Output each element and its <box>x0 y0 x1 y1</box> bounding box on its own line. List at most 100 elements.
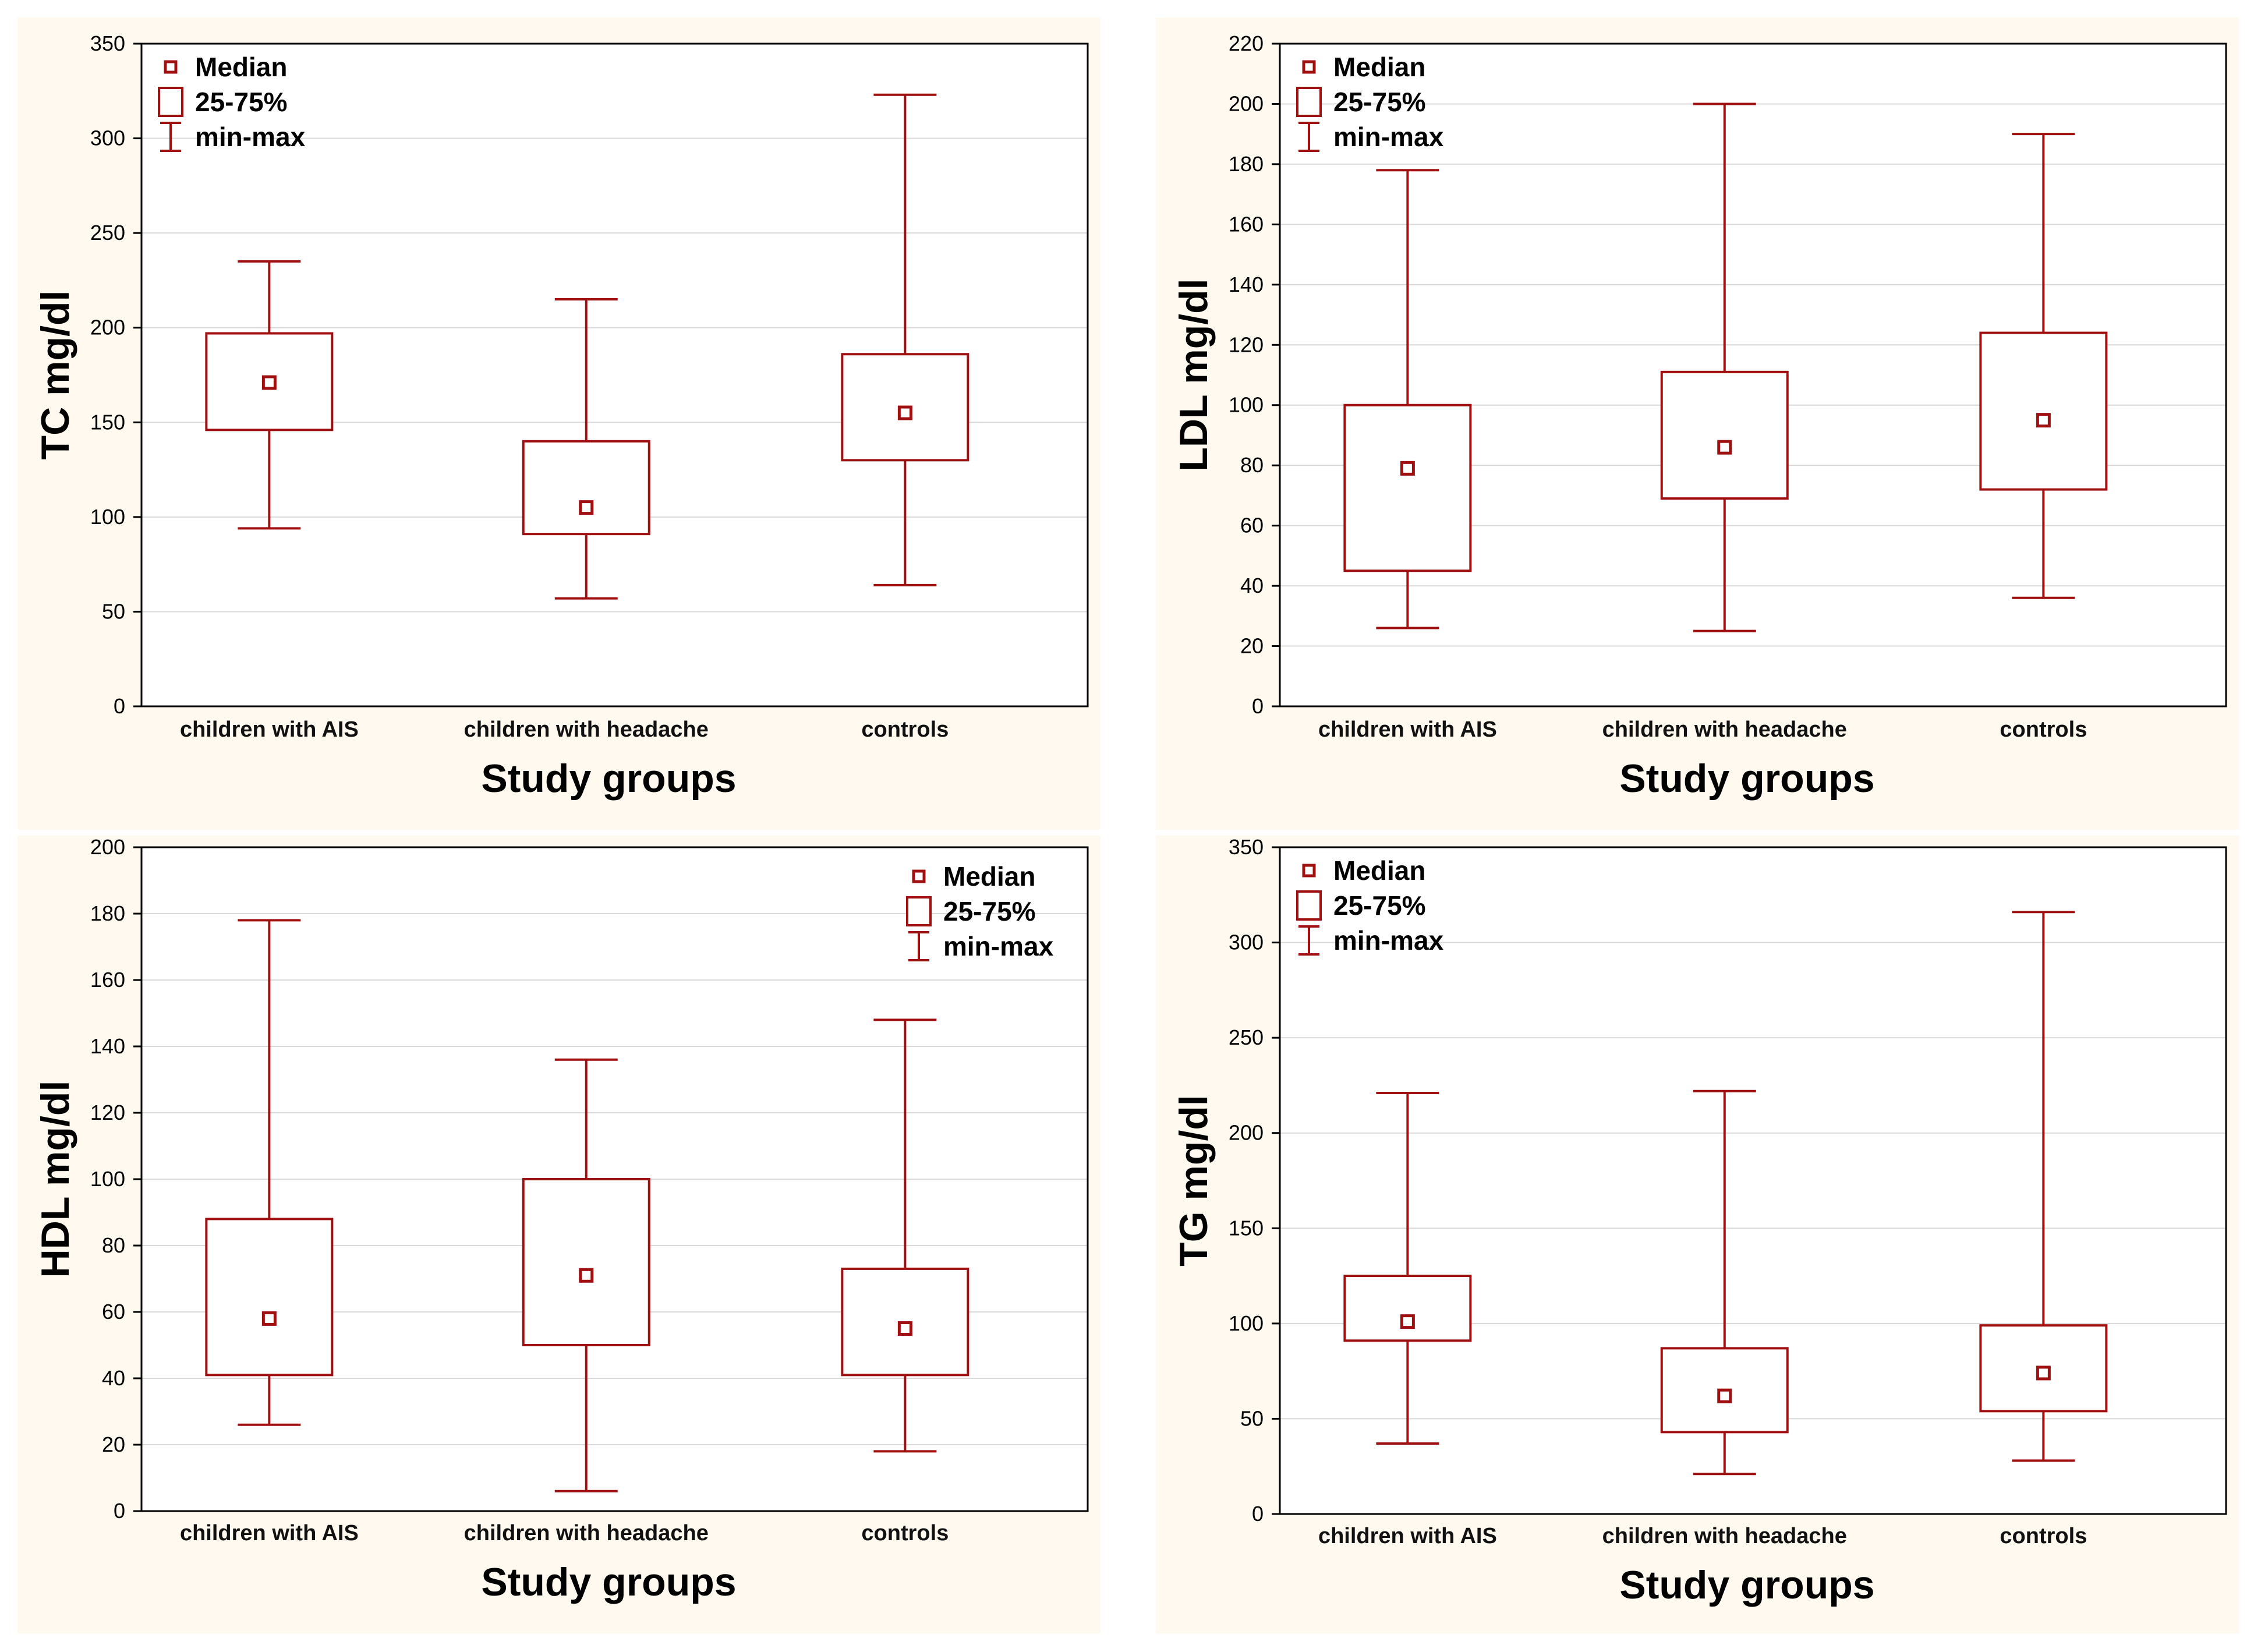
median-marker <box>1717 440 1732 455</box>
y-tick-label: 150 <box>1229 1216 1264 1240</box>
median-marker <box>897 405 912 420</box>
y-tick-label: 200 <box>90 835 125 859</box>
legend-range-label: min-max <box>943 931 1054 961</box>
legend-range-label: min-max <box>195 122 306 152</box>
y-tick-label: 140 <box>1229 273 1264 296</box>
x-category-label: children with AIS <box>1318 717 1497 742</box>
median-marker <box>897 1321 912 1336</box>
y-tick-label: 350 <box>90 31 125 55</box>
median-marker <box>1717 1388 1732 1403</box>
y-tick-label: 150 <box>90 410 125 434</box>
iqr-box <box>1660 370 1789 500</box>
iqr-box <box>1979 331 2108 491</box>
median-marker <box>579 1268 594 1283</box>
median-marker <box>1400 461 1415 476</box>
median-marker <box>2036 1366 2051 1381</box>
legend: Median 25-75% min-max <box>1296 52 1444 152</box>
legend-median-label: Median <box>1333 855 1425 886</box>
y-axis-title: TC mg/dl <box>33 291 77 460</box>
box-group <box>522 298 650 600</box>
box-group <box>205 260 334 530</box>
y-tick-label: 140 <box>90 1034 125 1058</box>
y-tick-label: 300 <box>90 126 125 150</box>
legend-median-label: Median <box>195 52 287 82</box>
box-group <box>1660 102 1789 632</box>
y-tick-label: 120 <box>90 1101 125 1124</box>
x-category-label: controls <box>2000 717 2087 742</box>
x-axis-title: Study groups <box>1619 1563 1874 1607</box>
x-category-label: children with headache <box>1602 1524 1847 1548</box>
y-tick-label: 160 <box>90 968 125 992</box>
median-marker <box>2036 413 2051 428</box>
y-tick-label: 60 <box>102 1300 125 1324</box>
box-group <box>205 919 334 1426</box>
y-tick-label: 350 <box>1229 835 1264 859</box>
y-tick-label: 80 <box>1240 453 1264 477</box>
y-tick-label: 250 <box>90 221 125 245</box>
legend-quartiles-label: 25-75% <box>943 896 1036 926</box>
legend-box-symbol <box>906 896 932 926</box>
legend-median-symbol <box>1302 864 1316 878</box>
legend: Median 25-75% min-max <box>1296 855 1444 956</box>
plot-frame <box>1279 43 2227 708</box>
x-category-label: children with headache <box>464 717 709 742</box>
x-category-label: controls <box>2000 1524 2087 1548</box>
y-tick-label: 80 <box>102 1233 125 1257</box>
y-axis-title: TG mg/dl <box>1172 1095 1216 1267</box>
legend-quartiles-label: 25-75% <box>195 87 288 117</box>
y-tick-label: 220 <box>1229 31 1264 55</box>
box-group <box>841 1018 969 1453</box>
legend-median-symbol <box>1302 60 1316 74</box>
legend-range-label: min-max <box>1333 122 1444 152</box>
y-axis-title: HDL mg/dl <box>33 1081 77 1278</box>
y-axis-title: LDL mg/dl <box>1172 278 1216 471</box>
y-tick-label: 100 <box>1229 1311 1264 1335</box>
box-group <box>1343 1092 1472 1445</box>
y-tick-label: 180 <box>90 901 125 925</box>
y-tick-label: 0 <box>1252 1502 1264 1526</box>
panel-hdl: 0 20 40 60 80 100 120 140 160 180 200 children with… <box>17 835 1101 1633</box>
median-marker <box>261 1311 277 1326</box>
x-category-label: controls <box>861 717 949 742</box>
legend-range-label: min-max <box>1333 925 1444 956</box>
y-tick-label: 0 <box>114 694 125 718</box>
x-category-label: children with AIS <box>180 1521 359 1545</box>
box-group <box>1979 133 2108 599</box>
median-marker <box>261 375 277 390</box>
panel-tc: 0 50 100 150 200 250 300 350 children with AIS ch… <box>17 17 1101 830</box>
y-tick-label: 120 <box>1229 332 1264 356</box>
legend-box-symbol <box>1296 87 1322 117</box>
y-tick-label: 250 <box>1229 1025 1264 1049</box>
legend-box-symbol <box>158 87 183 117</box>
box-group <box>522 1058 650 1492</box>
x-category-label: children with AIS <box>1318 1524 1497 1548</box>
plot-frame <box>140 43 1089 708</box>
iqr-box <box>522 1178 650 1346</box>
legend: Median 25-75% min-max <box>158 52 306 152</box>
x-axis-title: Study groups <box>1619 756 1874 801</box>
y-tick-label: 100 <box>90 1167 125 1191</box>
y-tick-label: 160 <box>1229 212 1264 236</box>
median-marker <box>1400 1314 1415 1329</box>
box-group <box>1979 911 2108 1462</box>
y-tick-label: 100 <box>90 505 125 529</box>
x-category-label: controls <box>861 1521 949 1545</box>
panel-tg: 0 50 100 150 200 250 300 350 children with AIS ch… <box>1156 835 2239 1633</box>
box-group <box>1343 169 1472 629</box>
legend-median-symbol <box>912 869 926 883</box>
x-category-label: children with AIS <box>180 717 359 742</box>
x-axis-title: Study groups <box>481 1560 736 1604</box>
legend-median-label: Median <box>1333 52 1425 82</box>
legend-median-label: Median <box>943 861 1035 892</box>
y-tick-label: 180 <box>1229 152 1264 176</box>
y-tick-label: 200 <box>1229 91 1264 115</box>
y-tick-label: 20 <box>102 1432 125 1456</box>
y-tick-label: 0 <box>114 1499 125 1523</box>
median-marker <box>579 500 594 515</box>
x-category-label: children with headache <box>1602 717 1847 742</box>
iqr-box <box>1343 1275 1472 1342</box>
legend-quartiles-label: 25-75% <box>1333 890 1426 921</box>
box-group <box>1660 1089 1789 1476</box>
y-tick-label: 200 <box>90 316 125 339</box>
